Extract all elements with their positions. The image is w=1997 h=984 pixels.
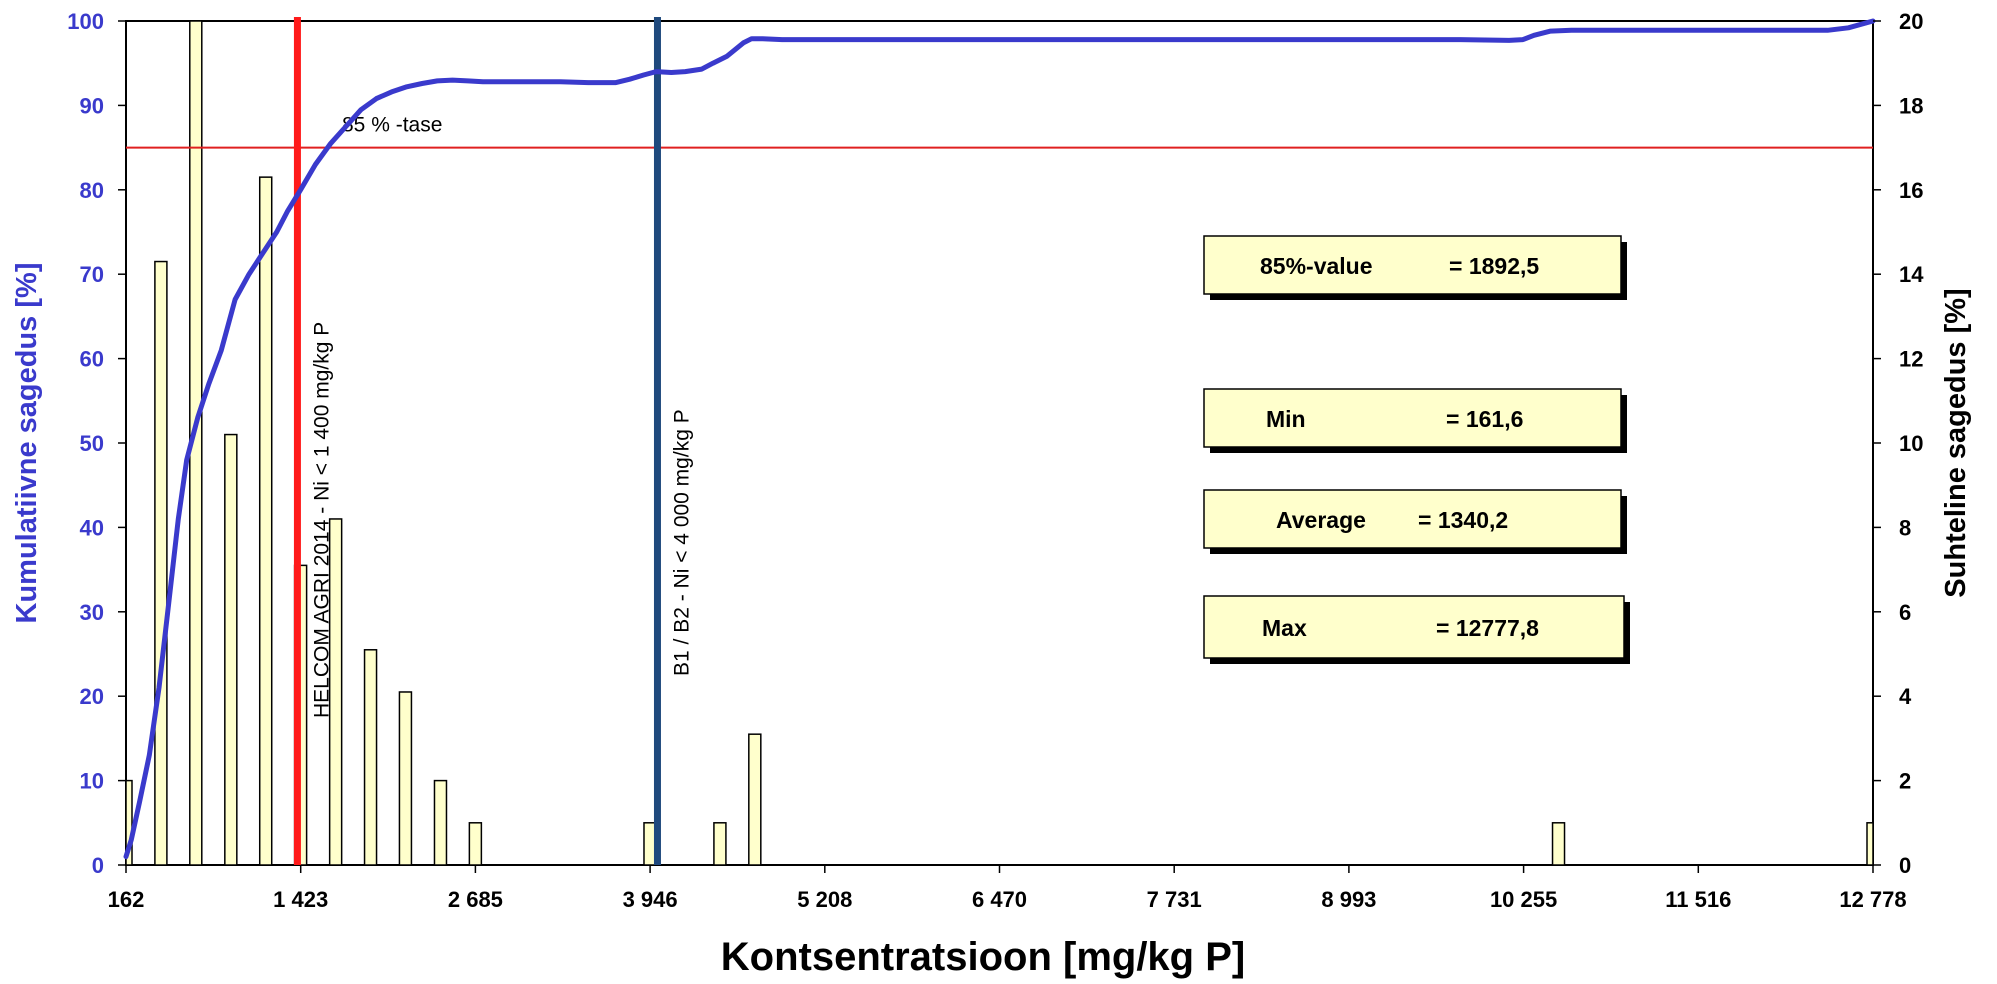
bar	[125, 779, 133, 866]
threshold-85: 85 % -tase	[126, 114, 1873, 149]
bar	[468, 822, 483, 866]
y-right-tick-label: 20	[1899, 9, 1923, 34]
y-left-tick-label: 80	[80, 178, 104, 203]
x-axis-ticks: 162 1 423 2 685 3 946 5 208 6 470 7 731 8 993 10…	[108, 865, 1907, 912]
y-left-tick-label: 30	[80, 600, 104, 625]
x-tick-label: 1 423	[273, 887, 328, 912]
y-right-tick-label: 4	[1899, 684, 1912, 709]
y-left-tick-label: 40	[80, 515, 104, 540]
bar	[1551, 822, 1566, 866]
y-right-axis-ticks: 0 2 4 6 8 10 12 14 16 18 20	[1873, 9, 1924, 878]
y-left-tick-label: 50	[80, 431, 104, 456]
y-right-tick-label: 6	[1899, 600, 1911, 625]
stats-label-average: Average	[1276, 507, 1366, 533]
y-left-tick-label: 0	[92, 853, 104, 878]
y-left-tick-label: 90	[80, 93, 104, 118]
bar	[154, 260, 168, 866]
x-tick-label: 7 731	[1147, 887, 1202, 912]
x-tick-label: 2 685	[448, 887, 503, 912]
threshold-label: 85 % -tase	[342, 114, 442, 137]
y-right-tick-label: 14	[1899, 262, 1924, 287]
y-left-tick-label: 20	[80, 684, 104, 709]
stats-value-max: = 12777,8	[1436, 615, 1539, 641]
y-right-tick-label: 18	[1899, 93, 1923, 118]
y-left-axis-title: Kumulatiivne sagedus [%]	[11, 263, 43, 624]
bar	[1866, 822, 1874, 866]
stats-value-85: = 1892,5	[1449, 253, 1539, 279]
limit-label-helcom: HELCOM AGRI 2014 - Ni < 1 400 mg/kg P	[310, 322, 333, 718]
stats-label-85: 85%-value	[1260, 253, 1373, 279]
x-tick-label: 3 946	[623, 887, 678, 912]
y-right-tick-label: 8	[1899, 515, 1911, 540]
y-left-tick-label: 70	[80, 262, 104, 287]
x-tick-label: 5 208	[797, 887, 852, 912]
stats-box-85: 85%-value = 1892,5	[1203, 235, 1627, 300]
bar	[748, 733, 762, 866]
x-tick-label: 11 516	[1665, 887, 1731, 912]
limit-label-b1b2: B1 / B2 - Ni < 4 000 mg/kg P	[670, 409, 693, 676]
bar	[224, 433, 238, 866]
y-right-tick-label: 0	[1899, 853, 1911, 878]
stats-box-average: Average = 1340,2	[1203, 489, 1627, 554]
y-left-axis-ticks: 0 10 20 30 40 50 60 70 80 90 100	[67, 9, 126, 878]
limit-lines: HELCOM AGRI 2014 - Ni < 1 400 mg/kg P B1…	[293, 17, 693, 865]
y-right-tick-label: 16	[1899, 178, 1923, 203]
bar	[713, 822, 727, 866]
cumulative-line	[123, 18, 1876, 860]
x-tick-label: 6 470	[972, 887, 1027, 912]
stats-label-min: Min	[1266, 406, 1306, 432]
stats-label-max: Max	[1262, 615, 1307, 641]
y-right-tick-label: 12	[1899, 347, 1923, 372]
bar	[328, 518, 343, 866]
stats-value-average: = 1340,2	[1418, 507, 1508, 533]
x-axis-title: Kontsentratsioon [mg/kg P]	[721, 935, 1245, 979]
x-tick-label: 8 993	[1321, 887, 1376, 912]
stats-value-min: = 161,6	[1446, 406, 1523, 432]
x-tick-label: 10 255	[1490, 887, 1557, 912]
bar	[363, 649, 378, 866]
stats-box-min: Min = 161,6	[1203, 388, 1627, 453]
y-left-tick-label: 10	[80, 769, 104, 794]
bar	[398, 691, 413, 866]
x-tick-label: 12 778	[1839, 887, 1906, 912]
y-left-tick-label: 60	[80, 347, 104, 372]
x-tick-label: 162	[108, 887, 145, 912]
y-right-tick-label: 2	[1899, 769, 1911, 794]
y-right-axis-title: Suhteline sagedus [%]	[1940, 288, 1972, 597]
bar	[433, 779, 448, 866]
y-left-tick-label: 100	[67, 9, 104, 34]
bars-series	[125, 20, 1874, 866]
stats-box-max: Max = 12777,8	[1203, 595, 1630, 664]
y-right-tick-label: 10	[1899, 431, 1923, 456]
bar	[258, 176, 273, 866]
